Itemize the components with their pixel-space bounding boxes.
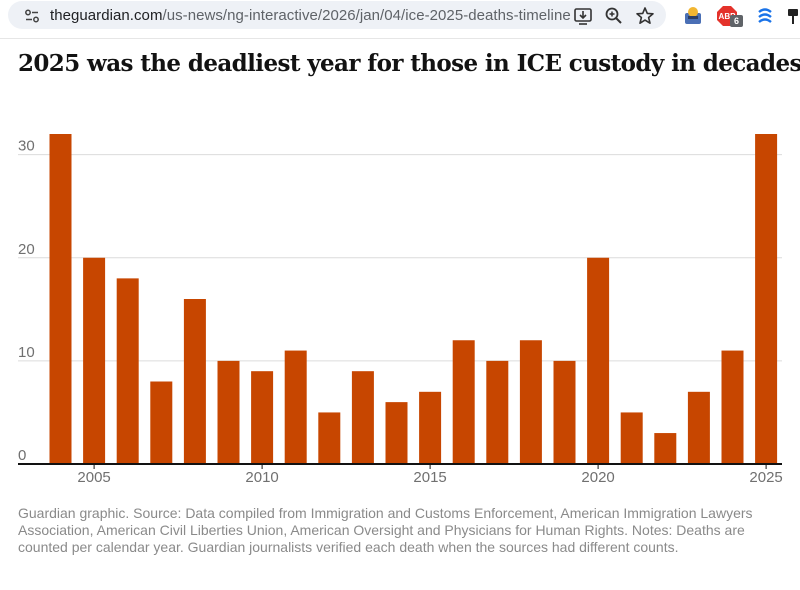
install-app-icon[interactable] [573,6,593,26]
browser-toolbar: theguardian.com/us-news/ng-interactive/2… [0,0,800,34]
bar [251,371,274,464]
x-tick-label: 2015 [413,469,446,486]
bar [83,257,106,464]
adblock-label: ABP [719,12,737,21]
bar [755,134,778,464]
bar [385,402,408,464]
bar [183,299,206,464]
site-info-icon[interactable] [24,8,40,24]
url-host: theguardian.com [50,7,163,24]
source-note: Guardian graphic. Source: Data compiled … [18,505,753,555]
x-tick-label: 2010 [245,469,278,486]
x-tick-label: 2005 [77,469,110,486]
bar [620,412,643,464]
bar [486,360,509,464]
bar-chart: 0 10 20 30 2005 2010 2015 2020 2025 [18,134,783,486]
y-tick-label: 0 [18,447,26,464]
bar [318,412,341,464]
bar [351,371,374,464]
bar [519,340,542,464]
url-path: /us-news/ng-interactive/2026/jan/04/ice-… [162,7,571,24]
zoom-icon[interactable] [604,6,624,26]
y-tick-label: 30 [18,138,35,155]
bar [553,360,576,464]
bar [116,278,139,464]
bar [150,381,173,464]
x-tick-label: 2025 [749,469,782,486]
toolbar-divider [0,38,800,39]
extension-badge: 6 [730,15,743,27]
extension-icon[interactable] [682,5,704,27]
bar [687,391,710,464]
bar [452,340,475,464]
bar [654,433,677,464]
bar [587,257,610,464]
headline: 2025 was the deadliest year for those in… [18,50,800,77]
bar [721,350,744,464]
sync-icon[interactable] [754,5,776,27]
address-bar[interactable]: theguardian.com/us-news/ng-interactive/2… [8,1,666,29]
bookmark-star-icon[interactable] [635,6,655,26]
y-tick-label: 20 [18,241,35,258]
y-tick-label: 10 [18,344,35,361]
bar [49,134,72,464]
pin-icon[interactable] [786,5,800,27]
url-text[interactable]: theguardian.com/us-news/ng-interactive/2… [50,7,571,24]
x-tick-label: 2020 [581,469,614,486]
bar [419,391,442,464]
bar [284,350,307,464]
bar [217,360,240,464]
